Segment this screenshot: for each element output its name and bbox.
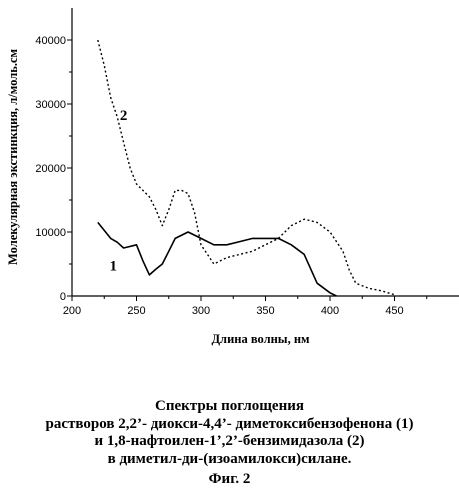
- figure-number: Фиг. 2: [0, 471, 459, 489]
- chart-ticks: 200 250 300 350 400 450 0 10000 20000 30000 40000: [35, 35, 426, 317]
- x-axis-title: Длина волны, нм: [211, 332, 310, 346]
- y-axis-title: Молекулярная экстинкция, л/моль.см: [6, 48, 20, 265]
- y-tick-label: 20000: [35, 163, 66, 175]
- caption-line-3: и 1,8-нафтоилен-1’,2’-бензимидазола (2): [0, 433, 459, 451]
- y-tick-label: 10000: [35, 227, 66, 239]
- caption-line-2: растворов 2,2’- диокси-4,4’- диметоксибе…: [0, 416, 459, 434]
- y-tick-label: 40000: [35, 35, 66, 47]
- chart-labels: Длина волны, нм Молекулярная экстинкция,…: [6, 48, 310, 346]
- caption-line-4: в диметил-ди-(изоамилокси)силане.: [0, 451, 459, 469]
- x-tick-label: 450: [385, 305, 403, 317]
- figure-caption: Спектры поглощения растворов 2,2’- диокс…: [0, 398, 459, 489]
- caption-line-1: Спектры поглощения: [0, 398, 459, 416]
- x-tick-label: 250: [127, 305, 145, 317]
- x-tick-label: 200: [63, 305, 81, 317]
- absorption-spectra-chart: 200250300350400450010000200003000040000 …: [0, 0, 459, 395]
- x-tick-label: 300: [192, 305, 210, 317]
- chart-axes: [72, 8, 459, 296]
- x-tick-label: 350: [256, 305, 274, 317]
- series-label-2: 2: [120, 108, 128, 124]
- series-label-1: 1: [110, 258, 118, 274]
- y-tick-label: 0: [60, 291, 66, 303]
- series-line-1: [98, 222, 337, 296]
- series-line-2: [98, 40, 395, 295]
- y-tick-label: 30000: [35, 99, 66, 111]
- chart-series: 12: [98, 40, 395, 296]
- x-tick-label: 400: [321, 305, 339, 317]
